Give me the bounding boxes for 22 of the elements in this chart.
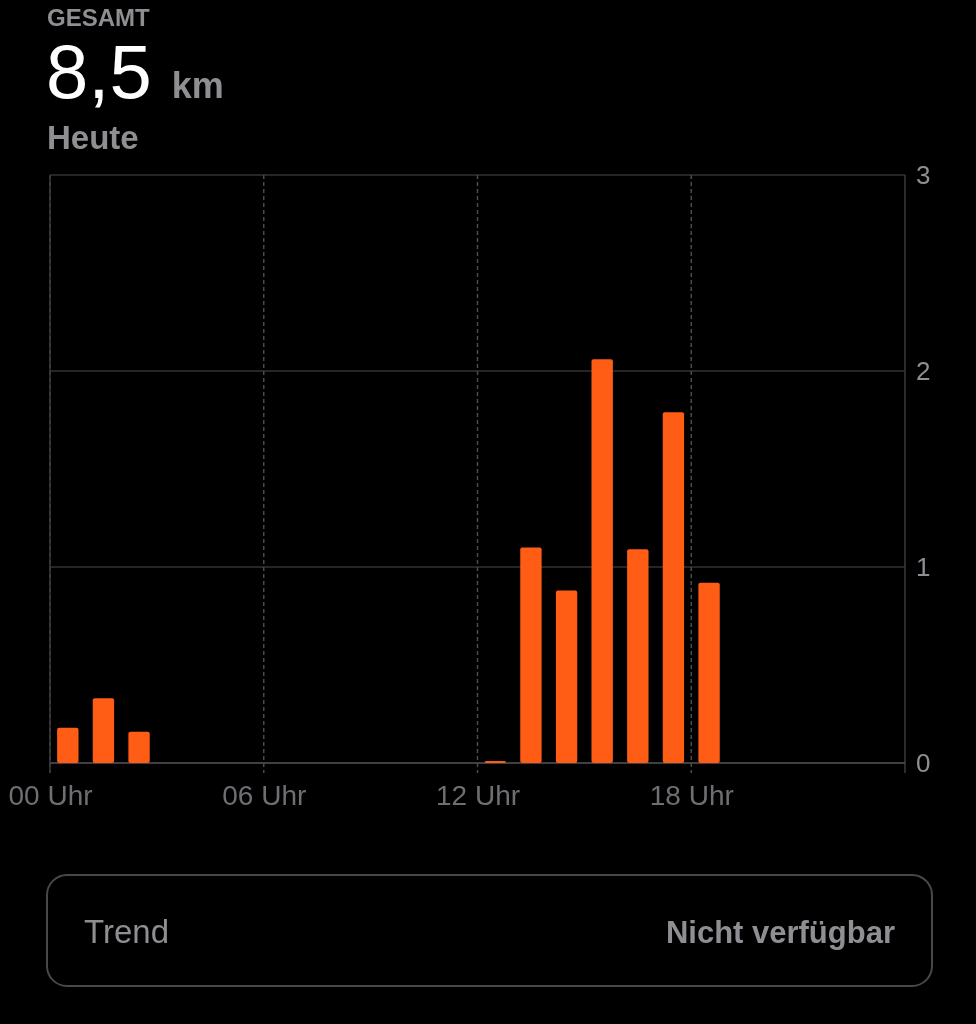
x-tick-label: 06 Uhr [222, 780, 307, 811]
x-tick-label: 18 Uhr [649, 780, 734, 811]
bar [128, 731, 150, 763]
y-tick-label: 2 [916, 355, 931, 386]
y-tick-label: 1 [916, 551, 931, 582]
bar [662, 412, 685, 763]
bar [698, 582, 720, 763]
y-tick-label: 0 [916, 747, 931, 778]
bar [92, 698, 115, 763]
bar [57, 727, 79, 763]
text: Nicht verfügbar [665, 915, 895, 950]
x-tick-label: 12 Uhr [435, 780, 521, 811]
bar [627, 549, 649, 763]
text: GESAMT [47, 4, 151, 31]
bar [555, 590, 578, 763]
x-tick-label: 00 Uhr [8, 780, 93, 811]
y-tick-label: 3 [916, 159, 931, 190]
text: Trend [84, 913, 169, 950]
chart-subtitle: Heute [47, 119, 139, 156]
chart-title: 8,5 km [46, 29, 224, 114]
bar [591, 359, 613, 763]
bar [520, 547, 542, 763]
